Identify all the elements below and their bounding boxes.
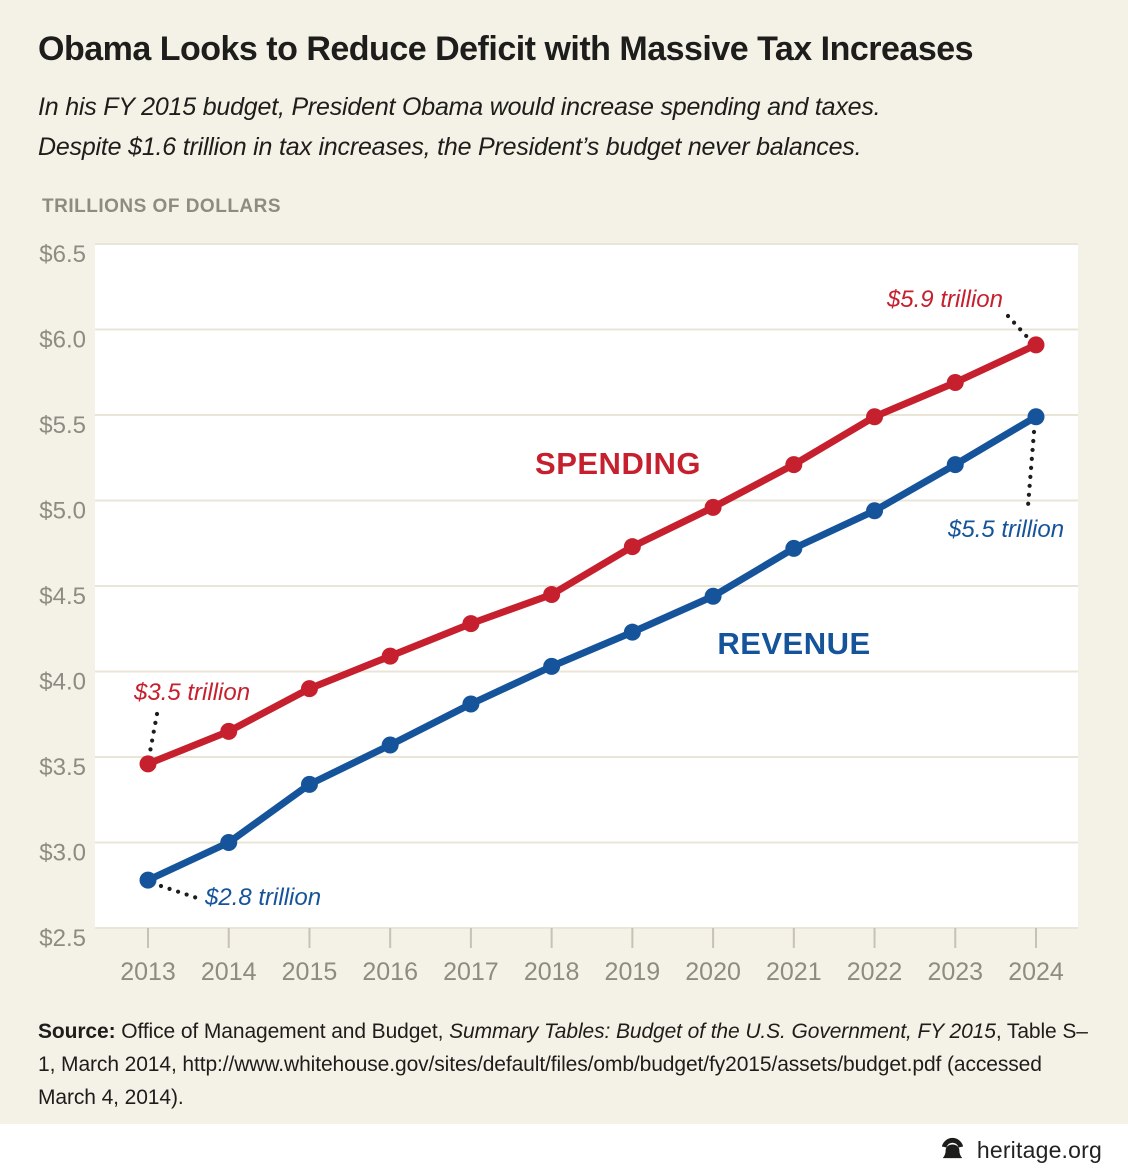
revenue-point bbox=[300, 775, 318, 793]
x-axis-tick-label: 2017 bbox=[443, 958, 499, 986]
y-axis-tick-label: $3.5 bbox=[39, 754, 86, 781]
source-text-italic: Summary Tables: Budget of the U.S. Gover… bbox=[449, 1020, 996, 1043]
source-label: Source: bbox=[38, 1020, 116, 1043]
spending-point bbox=[220, 722, 238, 740]
revenue-point bbox=[866, 502, 884, 520]
revenue-point bbox=[139, 871, 157, 889]
revenue-point bbox=[462, 695, 480, 713]
spending-point bbox=[139, 755, 157, 773]
revenue-point bbox=[785, 539, 803, 557]
heritage-bell-icon bbox=[941, 1137, 963, 1158]
source-text-2: , Table S–1, March 2014, http://www.whit… bbox=[38, 1020, 1088, 1109]
revenue-point bbox=[1027, 408, 1045, 426]
spending-point bbox=[1027, 336, 1045, 354]
x-axis-tick-label: 2023 bbox=[927, 958, 983, 986]
annotation-revenue-2024: $5.5 trillion bbox=[947, 516, 1064, 543]
source-text-1: Office of Management and Budget, bbox=[115, 1020, 450, 1043]
footer-site-link[interactable]: heritage.org bbox=[976, 1136, 1102, 1163]
y-axis-tick-label: $5.0 bbox=[39, 498, 86, 525]
source-note: Source: Office of Management and Budget,… bbox=[38, 1015, 1102, 1114]
x-axis-tick-label: 2021 bbox=[766, 958, 822, 986]
subtitle-line-1: In his FY 2015 budget, President Obama w… bbox=[38, 93, 881, 121]
annotation-spending-2024: $5.9 trillion bbox=[886, 286, 1003, 313]
y-axis-tick-label: $6.0 bbox=[39, 327, 86, 354]
series-label-spending: SPENDING bbox=[535, 446, 701, 481]
spending-point bbox=[300, 680, 318, 698]
x-axis-tick-label: 2015 bbox=[282, 958, 338, 986]
subtitle-line-2: Despite $1.6 trillion in tax increases, … bbox=[38, 133, 862, 161]
y-axis-tick-label: $4.0 bbox=[39, 669, 86, 696]
annotation-leader-line bbox=[1025, 429, 1037, 509]
revenue-point bbox=[220, 834, 238, 851]
spending-point bbox=[543, 586, 561, 604]
annotation-leader-line bbox=[147, 711, 160, 755]
spending-point bbox=[462, 615, 480, 633]
x-axis-tick-label: 2020 bbox=[685, 958, 741, 986]
x-axis-tick-label: 2022 bbox=[847, 958, 903, 986]
x-axis-tick-label: 2013 bbox=[120, 958, 176, 986]
annotation-leader-line bbox=[1005, 313, 1032, 342]
y-axis-tick-label: $3.0 bbox=[39, 840, 86, 867]
x-axis-tick-label: 2014 bbox=[201, 958, 257, 986]
y-axis-tick-label: $2.5 bbox=[39, 925, 86, 952]
annotation-leader-line bbox=[158, 883, 200, 901]
revenue-point bbox=[381, 736, 399, 754]
budget-line-chart: $2.5 $3.0 $3.5 $4.0 $4.5 $5.0 $5.5 $6.0 $6.5 2013… bbox=[39, 241, 1078, 986]
revenue-point bbox=[543, 657, 561, 675]
y-axis-title: TRILLIONS OF DOLLARS bbox=[42, 196, 282, 217]
x-axis-tick-label: 2016 bbox=[362, 958, 418, 986]
spending-point bbox=[381, 647, 399, 665]
y-axis-tick-label: $6.5 bbox=[39, 241, 86, 268]
spending-line bbox=[146, 341, 1038, 768]
revenue-point bbox=[623, 623, 641, 641]
annotation-revenue-2013: $2.8 trillion bbox=[204, 884, 321, 911]
x-axis-tick-label: 2018 bbox=[524, 958, 580, 986]
revenue-point bbox=[704, 587, 722, 605]
revenue-point bbox=[946, 456, 964, 474]
spending-point bbox=[785, 456, 803, 474]
y-axis-tick-label: $5.5 bbox=[39, 412, 86, 439]
spending-point bbox=[704, 498, 722, 516]
x-axis-tick-label: 2024 bbox=[1008, 958, 1064, 986]
annotation-spending-2013: $3.5 trillion bbox=[133, 679, 250, 706]
spending-point bbox=[623, 538, 641, 556]
footer-bar: heritage.org bbox=[0, 1124, 1128, 1176]
page-title: Obama Looks to Reduce Deficit with Massi… bbox=[38, 30, 974, 68]
spending-point bbox=[866, 408, 884, 426]
revenue-line bbox=[146, 413, 1038, 884]
x-axis-tick-label: 2019 bbox=[605, 958, 661, 986]
spending-point bbox=[946, 374, 964, 392]
y-axis-tick-label: $4.5 bbox=[39, 583, 86, 610]
series-label-revenue: REVENUE bbox=[717, 626, 870, 661]
